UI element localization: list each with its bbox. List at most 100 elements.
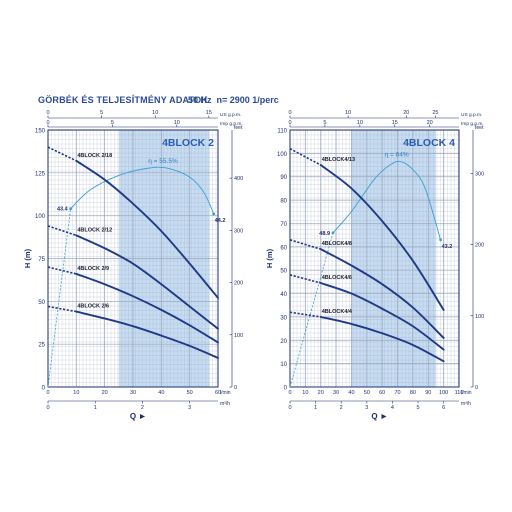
feet-tick-label: 0 [234, 385, 237, 391]
usgpm-tick-label: 25 [432, 110, 438, 116]
y-tick-label: 100 [277, 152, 288, 158]
usgpm-tick-label: 10 [345, 110, 351, 116]
x-tick-label: 0 [46, 390, 49, 396]
impgpm-unit-label: Imp g.p.m. [461, 121, 484, 127]
series-label: 4BLOCK 2/12 [77, 227, 112, 233]
y-tick-label: 40 [280, 292, 287, 298]
series-leadin-dashed [289, 239, 321, 250]
impgpm-tick-label: 10 [174, 120, 180, 126]
y-tick-label: 20 [280, 339, 287, 345]
series-label: 4BLOCK4/4 [322, 309, 353, 315]
m3h-tick-label: 2 [340, 405, 343, 411]
impgpm-tick-label: 15 [392, 120, 398, 126]
feet-tick-label: 400 [234, 176, 243, 182]
feet-tick-label: 0 [475, 385, 478, 391]
x-tick-label: 0 [288, 390, 291, 396]
y-tick-label: 50 [38, 300, 45, 306]
feet-tick-label: 300 [234, 228, 243, 234]
m3h-tick-label: 1 [314, 405, 317, 411]
efficiency-start-label: 48.9 [319, 231, 330, 237]
x-tick-label: 40 [158, 390, 164, 396]
x-tick-label: 20 [102, 390, 108, 396]
y-axis-title: H (m) [265, 248, 274, 268]
efficiency-curve [70, 166, 215, 215]
feet-unit-label: feet [234, 125, 243, 131]
usgpm-tick-label: 15 [206, 110, 212, 116]
y-tick-label: 100 [35, 214, 46, 220]
y-tick-label: 70 [280, 222, 287, 228]
efficiency-band [351, 130, 436, 387]
x-axis-title: Q [371, 412, 377, 421]
usgpm-tick-label: 0 [288, 110, 291, 116]
series-leadin-dashed [289, 311, 321, 318]
m3h-tick-label: 0 [288, 405, 291, 411]
series-leadin-dashed [47, 146, 77, 162]
series-4: 4BLOCK4/4 [289, 309, 445, 363]
series-leadin-dashed [47, 305, 77, 313]
m3h-tick-label: 5 [417, 405, 420, 411]
x-tick-label: 90 [425, 390, 431, 396]
y-axis-title: H (m) [23, 248, 32, 268]
impgpm-tick-label: 5 [111, 120, 114, 126]
series-curve [319, 315, 445, 363]
m3h-tick-label: 1 [94, 405, 97, 411]
y-tick-label: 90 [280, 175, 287, 181]
x-tick-label: 110 [455, 390, 464, 396]
sheet-title: GÖRBÉK ÉS TELJESÍTMÉNY ADATOK [38, 95, 208, 105]
impgpm-tick-label: 10 [357, 120, 363, 126]
series-3: 4BLOCK4/6 [289, 274, 445, 351]
y-tick-label: 50 [280, 269, 287, 275]
x-axis-title: Q [130, 412, 136, 421]
x-tick-label: 60 [379, 390, 385, 396]
series-curve [319, 282, 445, 351]
series-curve [75, 272, 219, 344]
y-tick-label: 80 [280, 199, 287, 205]
chart-title: 4BLOCK 2 [162, 137, 214, 149]
m3h-tick-label: 2 [141, 405, 144, 411]
efficiency-peak-label: η = 64% [385, 152, 409, 159]
y-tick-label: 110 [277, 129, 287, 135]
series-leadin-dashed [47, 266, 77, 275]
impgpm-tick-label: 20 [427, 120, 433, 126]
m3h-unit-label: m³/h [220, 401, 230, 407]
series-3: 4BLOCK 2/9 [47, 266, 219, 344]
series-curve [75, 310, 219, 359]
series-label: 4BLOCK4/13 [322, 157, 355, 163]
m3h-tick-label: 4 [391, 405, 394, 411]
x-tick-label: 50 [364, 390, 370, 396]
x-tick-label: 60 [215, 390, 221, 396]
x-tick-label: 30 [333, 390, 339, 396]
x-tick-label: 30 [130, 390, 136, 396]
y-tick-label: 0 [42, 386, 46, 392]
y-tick-label: 150 [35, 129, 46, 135]
m3h-tick-label: 0 [46, 405, 49, 411]
chart-title: 4BLOCK 4 [403, 137, 455, 149]
series-2: 4BLOCK 2/12 [47, 225, 219, 330]
x-tick-label: 70 [394, 390, 400, 396]
x-tick-label: 100 [439, 390, 448, 396]
series-label: 4BLOCK4/8 [322, 241, 352, 247]
plot-frame [47, 129, 219, 388]
efficiency-guide-line [289, 232, 334, 388]
grid [289, 129, 460, 388]
efficiency-end-point [439, 238, 442, 242]
series-1: 4BLOCK4/13 [289, 147, 445, 311]
series-leadin-dashed [289, 147, 322, 166]
m3h-tick-label: 3 [365, 405, 368, 411]
series-label: 4BLOCK4/6 [322, 275, 352, 281]
series-2: 4BLOCK4/8 [289, 239, 445, 339]
y-tick-label: 75 [38, 257, 45, 263]
q-arrow-icon [381, 414, 387, 419]
usgpm-tick-label: 0 [46, 110, 49, 116]
series-leadin-dashed [47, 225, 77, 237]
series-1: 4BLOCK 2/18 [47, 146, 219, 299]
x-tick-label: 40 [348, 390, 354, 396]
y-tick-label: 125 [35, 171, 46, 177]
m3h-tick-label: 6 [442, 405, 445, 411]
series-4: 4BLOCK 2/6 [47, 304, 219, 359]
series-label: 4BLOCK 2/9 [77, 266, 109, 272]
x-tick-label: 10 [302, 390, 308, 396]
